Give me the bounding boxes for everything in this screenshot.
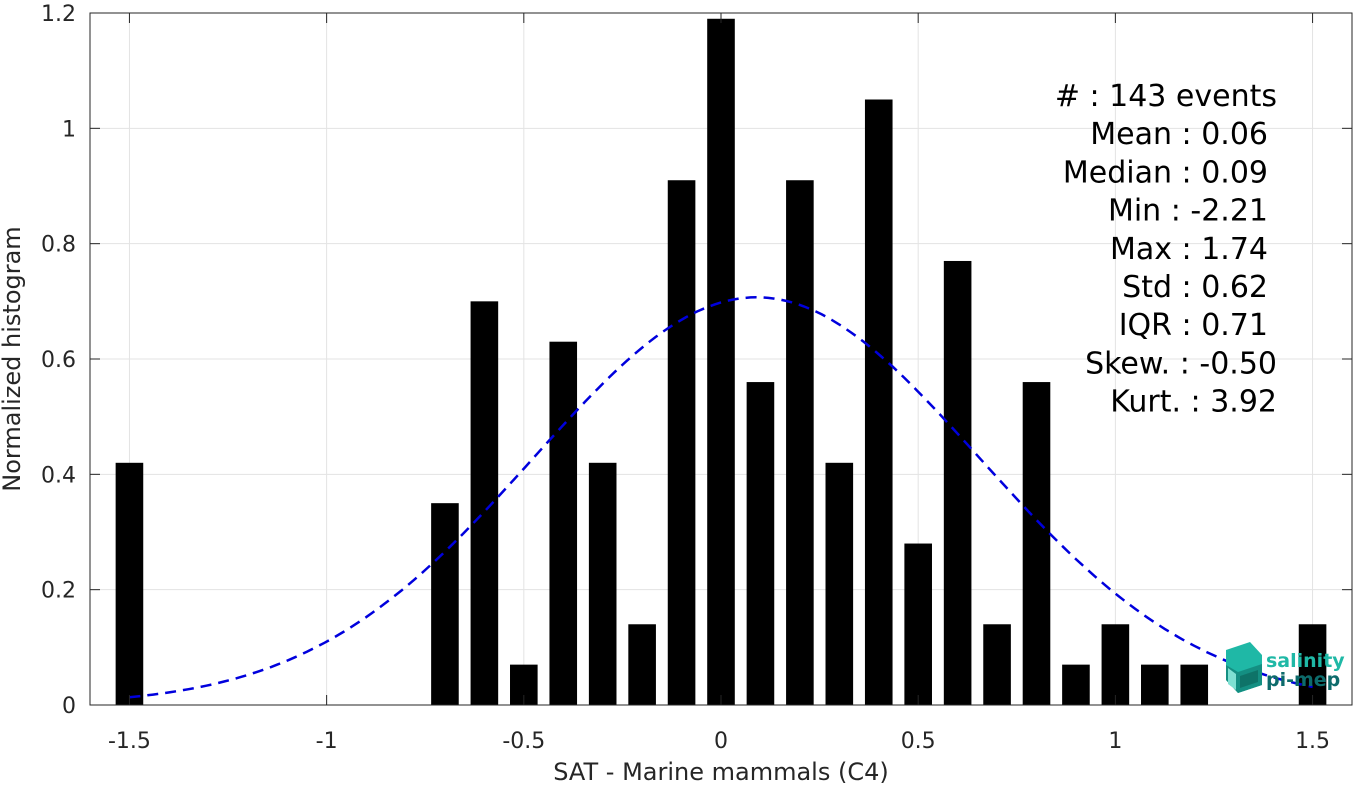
y-tick-label: 1.2 <box>41 2 76 27</box>
histogram-bar <box>549 341 578 705</box>
histogram-bar <box>628 624 656 705</box>
histogram-bar <box>983 624 1011 705</box>
salinity-pimep-logo: salinity pi-mep <box>1226 642 1345 693</box>
histogram-bar <box>746 382 775 705</box>
histogram-bar <box>470 301 499 705</box>
x-axis-label: SAT - Marine mammals (C4) <box>553 758 888 785</box>
histogram-bar <box>1062 664 1090 705</box>
stat-line: Max : 1.74 <box>1110 232 1268 267</box>
stat-line: Mean : 0.06 <box>1090 117 1268 152</box>
histogram-bar <box>667 180 696 705</box>
x-tick-label: 1.5 <box>1295 729 1330 754</box>
waves-cube-icon <box>1226 642 1262 693</box>
histogram-bar <box>864 99 893 705</box>
logo-text-pimep: pi-mep <box>1266 669 1340 691</box>
stat-line: IQR : 0.71 <box>1119 308 1268 343</box>
x-tick-label: 1 <box>1108 729 1122 754</box>
stat-line: Kurt. : 3.92 <box>1110 385 1277 420</box>
logo-text-salinity: salinity <box>1266 650 1345 672</box>
histogram-bar <box>904 543 932 705</box>
fit-curve-line <box>129 296 1313 699</box>
histogram-bar <box>707 18 735 706</box>
histogram-bar <box>825 462 854 705</box>
y-tick-label: 0.8 <box>41 233 76 258</box>
histogram-bar <box>588 462 617 705</box>
x-tick-label: -1.5 <box>108 729 151 754</box>
stat-line: # : 143 events <box>1055 79 1277 114</box>
histogram-bars <box>115 18 1327 706</box>
x-tick-label: -0.5 <box>502 729 545 754</box>
y-tick-label: 1 <box>62 117 76 142</box>
stat-line: Median : 0.09 <box>1063 155 1268 190</box>
y-tick-label: 0.2 <box>41 579 76 604</box>
axes-frame <box>89 12 1353 706</box>
gaussian-fit-curve <box>129 296 1313 699</box>
y-axis-label: Normalized histogram <box>0 226 26 491</box>
histogram-bar <box>1101 624 1130 705</box>
x-tick-label: 0.5 <box>901 729 936 754</box>
histogram-bar <box>431 503 459 705</box>
histogram-bar <box>943 260 972 705</box>
x-tick-label: -1 <box>316 729 338 754</box>
histogram-bar <box>1022 382 1051 705</box>
histogram-bar <box>1180 664 1209 705</box>
histogram-bar <box>786 180 814 705</box>
histogram-bar <box>115 462 144 705</box>
tick-labels: -1.5 -1 -0.5 0 0.5 1 1.5 0 0.2 0.4 0.6 0.8 1 1.2 <box>41 2 1330 754</box>
y-tick-label: 0.4 <box>41 463 76 488</box>
x-tick-label: 0 <box>714 729 728 754</box>
stat-line: Skew. : -0.50 <box>1085 346 1277 381</box>
stat-line: Min : -2.21 <box>1108 194 1268 229</box>
y-tick-label: 0 <box>62 694 76 719</box>
stat-line: Std : 0.62 <box>1122 270 1268 305</box>
y-tick-label: 0.6 <box>41 348 76 373</box>
histogram-bar <box>1298 624 1327 705</box>
histogram-bar <box>1141 664 1169 705</box>
